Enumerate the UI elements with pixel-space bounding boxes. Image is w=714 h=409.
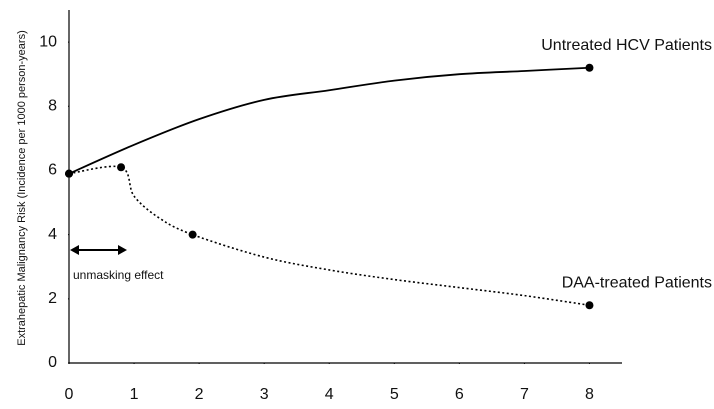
point bbox=[585, 63, 594, 72]
series-line bbox=[68, 66, 590, 175]
point bbox=[117, 163, 126, 172]
x-tick-label: 4 bbox=[325, 386, 334, 403]
x-tick-label: 3 bbox=[260, 386, 269, 403]
x-tick-label: 7 bbox=[520, 386, 529, 403]
y-tick-label: 2 bbox=[48, 290, 57, 307]
series-label: Untreated HCV Patients bbox=[541, 37, 712, 54]
y-axis-label: Extrahepatic Malignancy Risk (Incidence … bbox=[16, 30, 28, 346]
y-tick-label: 10 bbox=[39, 33, 57, 50]
y-tick-label: 0 bbox=[48, 354, 57, 371]
x-tick-label: 5 bbox=[390, 386, 399, 403]
x-tick-label: 6 bbox=[455, 386, 464, 403]
y-tick-label: 6 bbox=[48, 162, 57, 179]
annotation: unmasking effect bbox=[73, 268, 164, 282]
x-tick-label: 2 bbox=[195, 386, 204, 403]
point bbox=[188, 230, 197, 239]
x-tick-label: 1 bbox=[130, 386, 139, 403]
series-label: DAA-treated Patients bbox=[562, 274, 712, 291]
point bbox=[65, 169, 73, 178]
x-tick-label: 8 bbox=[585, 386, 594, 403]
series-line bbox=[68, 165, 590, 307]
point bbox=[585, 301, 594, 310]
y-tick-label: 8 bbox=[48, 97, 57, 114]
x-tick-label: 0 bbox=[65, 386, 74, 403]
arrow-head bbox=[118, 245, 127, 255]
arrow-head bbox=[70, 245, 79, 255]
y-tick-label: 4 bbox=[48, 226, 57, 243]
